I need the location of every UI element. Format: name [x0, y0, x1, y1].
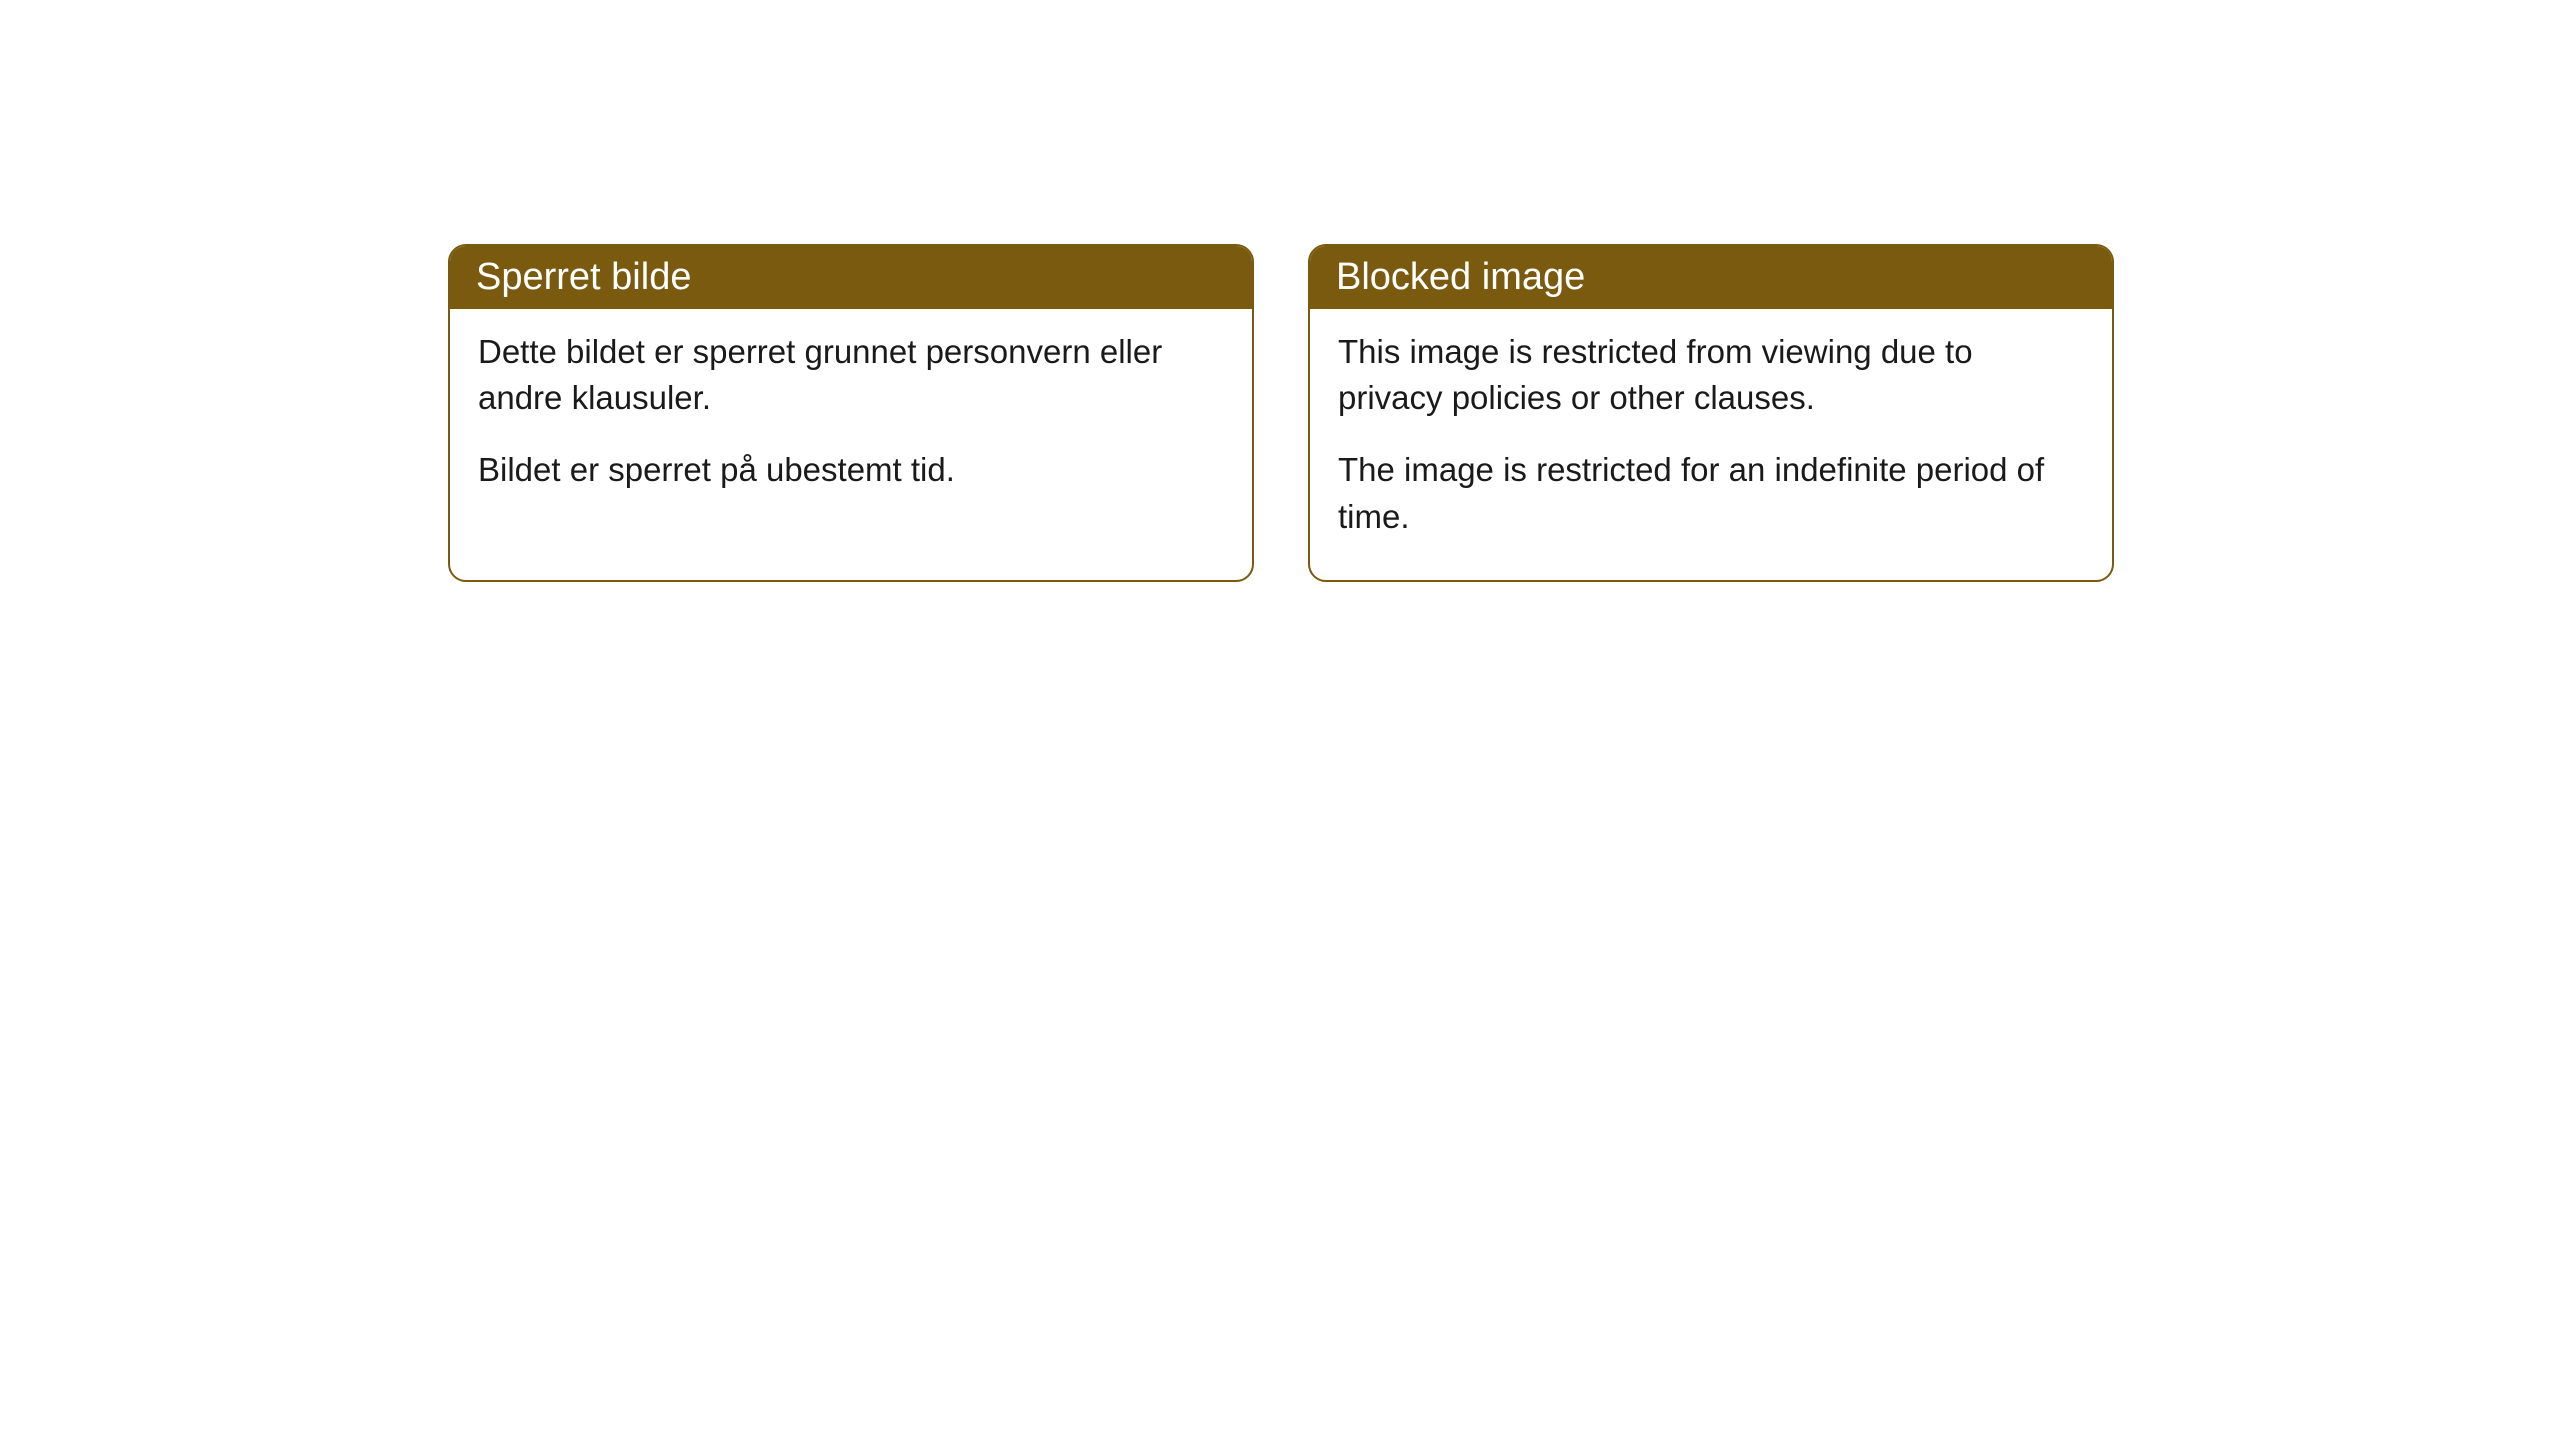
card-body: This image is restricted from viewing du… — [1310, 309, 2112, 580]
card-paragraph: The image is restricted for an indefinit… — [1338, 447, 2084, 539]
card-body: Dette bildet er sperret grunnet personve… — [450, 309, 1252, 534]
card-paragraph: This image is restricted from viewing du… — [1338, 329, 2084, 421]
notice-card-norwegian: Sperret bilde Dette bildet er sperret gr… — [448, 244, 1254, 582]
card-paragraph: Bildet er sperret på ubestemt tid. — [478, 447, 1224, 493]
cards-container: Sperret bilde Dette bildet er sperret gr… — [448, 244, 2114, 582]
card-title: Sperret bilde — [476, 256, 691, 298]
card-title: Blocked image — [1336, 256, 1585, 298]
card-header: Sperret bilde — [450, 246, 1252, 309]
card-header: Blocked image — [1310, 246, 2112, 309]
card-paragraph: Dette bildet er sperret grunnet personve… — [478, 329, 1224, 421]
notice-card-english: Blocked image This image is restricted f… — [1308, 244, 2114, 582]
